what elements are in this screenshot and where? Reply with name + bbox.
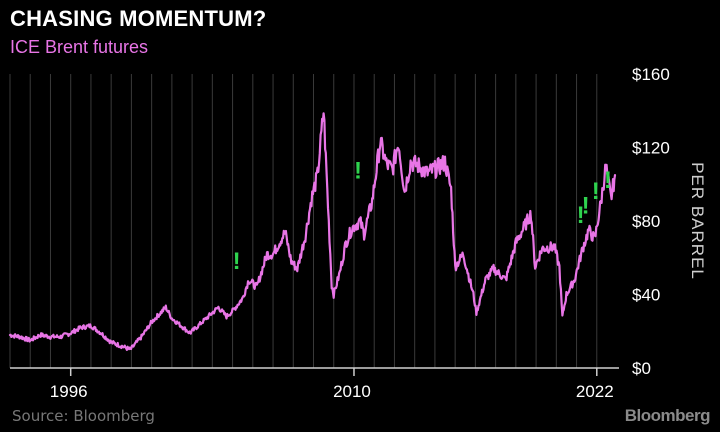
exclamation-annotation: ! bbox=[354, 158, 362, 185]
chart-subtitle: ICE Brent futures bbox=[10, 37, 149, 57]
exclamation-annotation: ! bbox=[604, 167, 612, 194]
y-tick-label: $0 bbox=[632, 359, 651, 378]
exclamation-annotation: ! bbox=[592, 178, 600, 205]
x-tick-label: 2010 bbox=[333, 382, 371, 401]
x-tick-label: 2022 bbox=[576, 382, 614, 401]
exclamation-annotation: ! bbox=[233, 248, 241, 275]
brent-price-line bbox=[8, 112, 617, 351]
y-tick-label: $160 bbox=[632, 65, 670, 84]
source-note: Source: Bloomberg bbox=[12, 407, 155, 425]
y-axis-label: PER BARREL bbox=[688, 162, 707, 280]
exclamation-annotation: ! bbox=[577, 202, 585, 229]
bloomberg-logo: Bloomberg bbox=[624, 406, 711, 425]
exclamation-annotation: ! bbox=[582, 193, 590, 220]
x-tick-label: 1996 bbox=[50, 382, 88, 401]
y-tick-label: $120 bbox=[632, 139, 670, 158]
y-tick-label: $80 bbox=[632, 212, 660, 231]
chart-title: CHASING MOMENTUM? bbox=[10, 6, 267, 31]
y-tick-label: $40 bbox=[632, 286, 660, 305]
